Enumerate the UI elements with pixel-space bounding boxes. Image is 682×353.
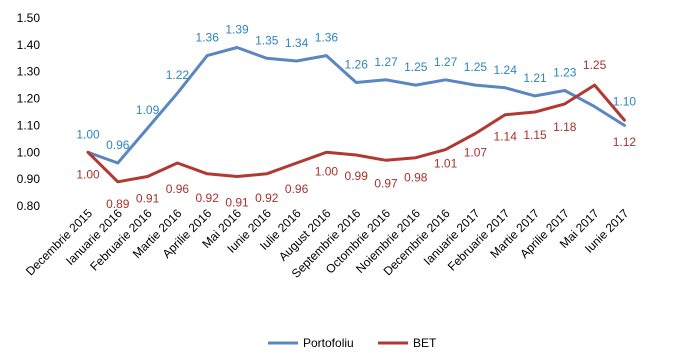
data-label-portofoliu: 1.25 xyxy=(404,60,428,74)
data-label-bet: 1.01 xyxy=(434,157,458,171)
data-label-portofoliu: 1.39 xyxy=(225,23,249,37)
y-tick-label: 1.20 xyxy=(17,92,41,106)
data-label-portofoliu: 1.23 xyxy=(553,66,577,80)
data-label-bet: 1.07 xyxy=(464,145,488,159)
legend-label-portofoliu: Portofoliu xyxy=(303,336,354,350)
data-label-portofoliu: 1.36 xyxy=(196,31,220,45)
data-label-bet: 1.25 xyxy=(583,58,607,72)
data-label-bet: 1.00 xyxy=(76,167,100,181)
data-label-portofoliu: 1.09 xyxy=(136,103,160,117)
data-label-bet: 1.12 xyxy=(613,135,637,149)
data-label-portofoliu: 1.26 xyxy=(345,57,369,71)
data-label-portofoliu: 1.10 xyxy=(613,94,637,108)
data-label-bet: 0.97 xyxy=(374,176,398,190)
data-label-portofoliu: 1.21 xyxy=(523,71,547,85)
data-label-portofoliu: 1.27 xyxy=(374,55,398,69)
data-label-bet: 0.92 xyxy=(196,191,220,205)
y-tick-label: 1.10 xyxy=(17,118,41,132)
data-label-bet: 0.99 xyxy=(345,169,369,183)
data-label-bet: 0.98 xyxy=(404,171,428,185)
data-label-bet: 0.96 xyxy=(166,182,190,196)
series-line-portofoliu xyxy=(86,46,626,165)
data-label-bet: 0.91 xyxy=(225,195,249,209)
data-label-portofoliu: 1.36 xyxy=(315,31,339,45)
series-line-bet xyxy=(86,83,626,184)
data-label-portofoliu: 1.22 xyxy=(166,68,190,82)
data-label-portofoliu: 1.35 xyxy=(255,33,279,47)
legend-label-bet: BET xyxy=(413,336,437,350)
data-label-bet: 1.15 xyxy=(523,128,547,142)
y-tick-label: 0.90 xyxy=(17,172,41,186)
y-tick-label: 1.40 xyxy=(17,38,41,52)
data-label-portofoliu: 0.96 xyxy=(106,138,130,152)
data-label-bet: 0.89 xyxy=(106,197,130,211)
y-tick-label: 0.80 xyxy=(17,199,41,213)
data-label-portofoliu: 1.34 xyxy=(285,36,309,50)
data-label-portofoliu: 1.24 xyxy=(494,63,518,77)
data-label-bet: 0.91 xyxy=(136,191,160,205)
y-tick-label: 1.00 xyxy=(17,145,41,159)
data-label-bet: 0.96 xyxy=(285,182,309,196)
y-tick-label: 1.50 xyxy=(17,11,41,25)
y-tick-label: 1.30 xyxy=(17,65,41,79)
data-label-portofoliu: 1.00 xyxy=(76,127,100,141)
data-label-bet: 0.92 xyxy=(255,191,279,205)
data-label-bet: 1.14 xyxy=(494,130,518,144)
data-label-bet: 1.00 xyxy=(315,164,339,178)
data-label-portofoliu: 1.27 xyxy=(434,55,458,69)
data-label-portofoliu: 1.25 xyxy=(464,60,488,74)
data-label-bet: 1.18 xyxy=(553,120,577,134)
